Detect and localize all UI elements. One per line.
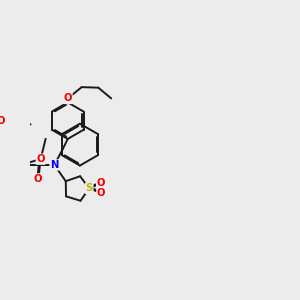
Text: O: O — [33, 174, 42, 184]
Text: N: N — [50, 160, 58, 170]
Text: O: O — [64, 93, 72, 103]
Text: S: S — [85, 183, 93, 193]
Text: O: O — [97, 178, 105, 188]
Text: O: O — [97, 188, 105, 198]
Text: O: O — [0, 116, 5, 126]
Text: O: O — [36, 154, 45, 164]
